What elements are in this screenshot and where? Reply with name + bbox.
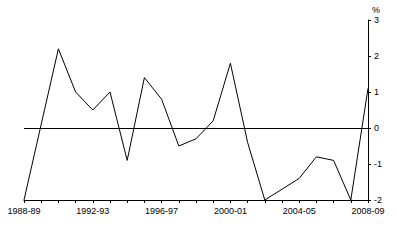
svg-text:2: 2	[374, 51, 379, 61]
svg-text:2004-05: 2004-05	[283, 206, 316, 216]
svg-text:%: %	[372, 5, 380, 15]
svg-text:2000-01: 2000-01	[214, 206, 247, 216]
svg-text:3: 3	[374, 15, 379, 25]
svg-text:0: 0	[374, 123, 379, 133]
svg-text:1: 1	[374, 87, 379, 97]
svg-text:2008-09: 2008-09	[351, 206, 384, 216]
svg-text:1988-89: 1988-89	[7, 206, 40, 216]
svg-text:-1: -1	[374, 159, 382, 169]
svg-text:-2: -2	[374, 195, 382, 205]
svg-text:1996-97: 1996-97	[145, 206, 178, 216]
svg-text:1992-93: 1992-93	[76, 206, 109, 216]
